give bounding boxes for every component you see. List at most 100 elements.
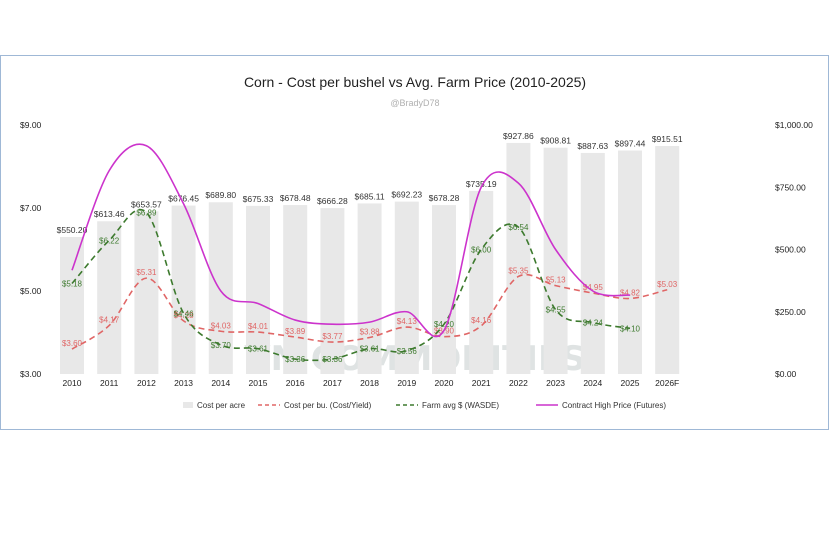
cost-per-acre-bar	[97, 221, 122, 374]
cost-per-bushel-point-label: $5.03	[657, 280, 678, 289]
cost-per-acre-label: $685.11	[355, 191, 385, 201]
legend-cost-per-bushel-label: Cost per bu. (Cost/Yield)	[284, 401, 372, 410]
x-tick-label: 2017	[323, 378, 342, 388]
cost-per-acre-label: $613.46	[94, 209, 125, 219]
cost-per-acre-bar	[320, 208, 345, 374]
chart-title: Corn - Cost per bushel vs Avg. Farm Pric…	[244, 74, 586, 90]
cost-per-bushel-point-label: $4.82	[620, 288, 641, 297]
y-right-tick-label: $1,000.00	[775, 120, 813, 130]
cost-per-acre-label: $666.28	[317, 196, 348, 206]
y-right-tick-label: $0.00	[775, 369, 797, 379]
farm-avg-point-label: $4.24	[583, 319, 604, 328]
farm-avg-point-label: $4.46	[174, 309, 195, 318]
farm-avg-point-label: $4.55	[546, 306, 567, 315]
x-tick-label: 2012	[137, 378, 156, 388]
x-tick-label: 2015	[249, 378, 268, 388]
cost-per-bushel-point-label: $3.77	[322, 332, 343, 341]
cost-per-bushel-line	[71, 273, 668, 350]
x-tick-label: 2019	[397, 378, 416, 388]
cost-per-bushel-point-label: $4.16	[471, 316, 492, 325]
x-tick-label: 2014	[211, 378, 230, 388]
cost-per-bushel-point-label: $5.35	[508, 266, 529, 275]
farm-avg-point-label: $3.61	[248, 345, 269, 354]
cost-per-acre-label: $887.63	[577, 141, 608, 151]
cost-per-acre-bar	[171, 205, 196, 374]
cost-per-bushel-point-label: $3.60	[62, 339, 83, 348]
x-tick-label: 2022	[509, 378, 528, 388]
cost-per-acre-bar	[134, 211, 159, 374]
cost-per-bushel-point-label: $3.89	[285, 327, 306, 336]
cost-per-bushel-point-label: $4.01	[248, 322, 269, 331]
cost-per-acre-label: $897.44	[615, 139, 646, 149]
x-tick-label: 2024	[583, 378, 602, 388]
farm-avg-point-label: $6.54	[508, 223, 529, 232]
y-right-tick-label: $500.00	[775, 245, 806, 255]
farm-avg-point-label: $3.70	[211, 341, 232, 350]
line-series: $3.60 $4.17 $5.31 $4.28 $4.03 $4.01 $3.89 $3.77…	[62, 143, 678, 364]
y-left-tick-label: $5.00	[20, 286, 42, 296]
cost-per-bushel-point-label: $4.03	[211, 321, 232, 330]
cost-per-acre-bar	[432, 205, 456, 374]
x-tick-label: 2013	[174, 378, 193, 388]
cost-per-bushel-point-label: $5.13	[546, 276, 567, 285]
cost-per-bushel-point-label: $4.13	[397, 317, 418, 326]
cost-per-acre-label: $678.28	[429, 193, 460, 203]
cost-per-acre-bar	[394, 201, 419, 374]
cost-per-acre-bar	[246, 205, 270, 374]
x-tick-label: 2011	[100, 378, 119, 388]
cost-per-acre-label: $676.45	[168, 194, 199, 204]
cost-per-acre-bar	[580, 152, 605, 374]
farm-avg-point-label: $3.36	[285, 355, 306, 364]
axes: $3.00 $5.00 $7.00 $9.00 $0.00 $250.00 $500.00 $…	[20, 120, 813, 388]
cost-per-acre-bar	[618, 150, 642, 374]
x-tick-label: 2010	[63, 378, 82, 388]
legend-cost-per-acre-swatch	[183, 402, 193, 408]
farm-avg-point-label: $3.36	[322, 355, 343, 364]
cost-per-acre-label: $550.20	[57, 225, 88, 235]
legend: Cost per acre Cost per bu. (Cost/Yield) Fa…	[183, 401, 666, 410]
cost-per-acre-bar	[655, 146, 680, 374]
farm-avg-point-label: $4.10	[620, 324, 641, 333]
contract-high-line	[71, 143, 631, 338]
cost-per-acre-label: $675.33	[243, 194, 274, 204]
cost-per-acre-bar	[60, 237, 84, 374]
cost-per-bushel-point-label: $3.88	[360, 327, 381, 336]
cost-per-acre-label: $915.51	[652, 134, 683, 144]
x-tick-label: 2021	[472, 378, 491, 388]
cost-per-bushel-point-label: $4.28	[174, 311, 195, 320]
cost-per-acre-label: $678.48	[280, 193, 311, 203]
cost-per-acre-label: $692.23	[391, 190, 422, 200]
cost-per-bushel-point-label: $4.95	[583, 283, 604, 292]
y-left-tick-label: $9.00	[20, 120, 42, 130]
cost-per-acre-label: $653.57	[131, 199, 162, 209]
cost-per-acre-bar	[208, 202, 233, 374]
y-right-tick-label: $750.00	[775, 182, 806, 192]
cost-per-bushel-point-label: $4.17	[99, 315, 120, 324]
farm-avg-point-label: $5.18	[62, 280, 83, 289]
legend-cost-per-acre-label: Cost per acre	[197, 401, 246, 410]
y-left-tick-label: $3.00	[20, 369, 42, 379]
farm-avg-point-label: $3.56	[397, 347, 418, 356]
chart-subtitle: @BradyD78	[390, 98, 439, 108]
cost-per-acre-bar	[506, 142, 531, 374]
x-tick-label: 2026F	[655, 378, 679, 388]
x-tick-label: 2020	[435, 378, 454, 388]
farm-avg-point-label: $6.00	[471, 246, 492, 255]
bar-series: $550.20 $613.46 $653.57 $676.45 $689.80 $675.…	[57, 131, 683, 374]
y-left-tick-label: $7.00	[20, 203, 42, 213]
cost-per-acre-bar	[469, 190, 494, 374]
x-tick-label: 2018	[360, 378, 379, 388]
cost-per-bushel-point-label: $5.31	[136, 268, 157, 277]
y-right-tick-label: $250.00	[775, 307, 806, 317]
cost-per-acre-label: $735.19	[466, 179, 497, 189]
cost-per-acre-bar	[357, 203, 382, 374]
x-tick-label: 2025	[621, 378, 640, 388]
cost-per-acre-bar	[283, 205, 308, 374]
cost-per-acre-label: $908.81	[540, 136, 571, 146]
legend-farm-avg-label: Farm avg $ (WASDE)	[422, 401, 499, 410]
farm-avg-line	[71, 209, 631, 362]
cost-per-acre-label: $689.80	[205, 190, 236, 200]
cost-per-acre-label: $927.86	[503, 131, 534, 141]
farm-avg-point-label: $6.89	[136, 209, 157, 218]
